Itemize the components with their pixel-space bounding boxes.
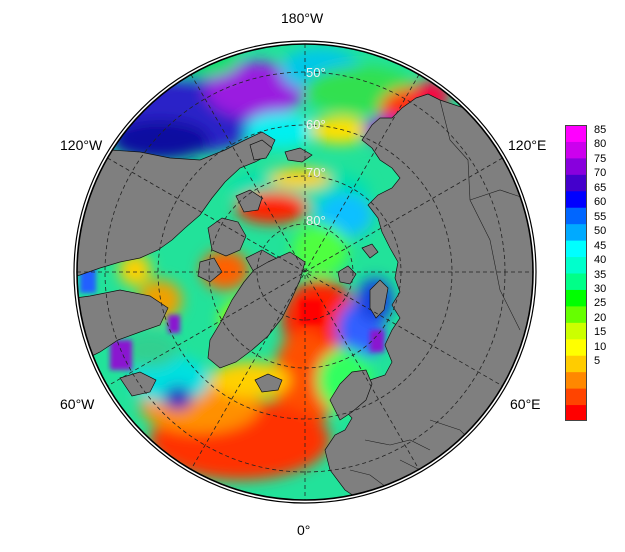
colorbar-swatch (565, 305, 587, 323)
colorbar-swatch (565, 338, 587, 356)
colorbar-swatch (565, 273, 587, 290)
lon-label-60w: 60°W (60, 396, 95, 412)
colorbar-swatch (565, 322, 587, 340)
graticule (77, 44, 533, 500)
lat-label-60: 60° (306, 117, 326, 132)
colorbar-tick-label: 45 (594, 239, 607, 252)
lon-label-180w: 180°W (281, 10, 324, 26)
colorbar-swatch (565, 174, 587, 192)
colorbar-tick-label: 35 (594, 268, 607, 281)
colorbar-tick-label: 55 (594, 210, 607, 223)
lon-label-60e: 60°E (510, 396, 541, 412)
colorbar-swatch (565, 141, 587, 159)
colorbar-swatch (565, 207, 587, 225)
colorbar-tick-label: 25 (594, 297, 607, 310)
colorbar-swatch (565, 223, 587, 241)
colorbar-tick-label: 70 (594, 167, 607, 180)
lon-label-120e: 120°E (508, 137, 547, 153)
colorbar-tick-label: 40 (594, 254, 607, 267)
colorbar-tick-label: 80 (594, 138, 607, 151)
colorbar-swatch (565, 125, 587, 142)
colorbar-swatch (565, 371, 587, 389)
colorbar-tick-label: 10 (594, 340, 607, 353)
colorbar-swatch (565, 240, 587, 258)
colorbar-swatch (565, 190, 587, 208)
colorbar-border (565, 125, 587, 421)
colorbar-swatch (565, 256, 587, 274)
colorbar-swatch (565, 157, 587, 175)
colorbar-tick-label: 15 (594, 326, 607, 339)
lon-label-120w: 120°W (60, 137, 103, 153)
colorbar-tick-label: 5 (594, 355, 601, 368)
lat-label-80: 80° (306, 213, 326, 228)
colorbar-tick-label: 20 (594, 311, 607, 324)
colorbar-swatch (565, 355, 587, 373)
lat-label-50: 50° (306, 65, 326, 80)
colorbar-tick-label: 75 (594, 152, 607, 165)
colorbar-tick-label: 50 (594, 225, 607, 238)
colorbar (565, 125, 587, 421)
colorbar-tick-label: 65 (594, 181, 607, 194)
colorbar-tick-label: 30 (594, 282, 607, 295)
map-border-outer (73, 40, 537, 504)
lat-label-70: 70° (306, 165, 326, 180)
colorbar-tick-label: 60 (594, 196, 607, 209)
lon-label-0: 0° (297, 522, 311, 538)
colorbar-tick-label: 85 (594, 124, 607, 136)
map-border (76, 43, 534, 501)
colorbar-swatch (565, 388, 587, 406)
colorbar-swatch (565, 404, 587, 421)
colorbar-swatch (565, 289, 587, 307)
